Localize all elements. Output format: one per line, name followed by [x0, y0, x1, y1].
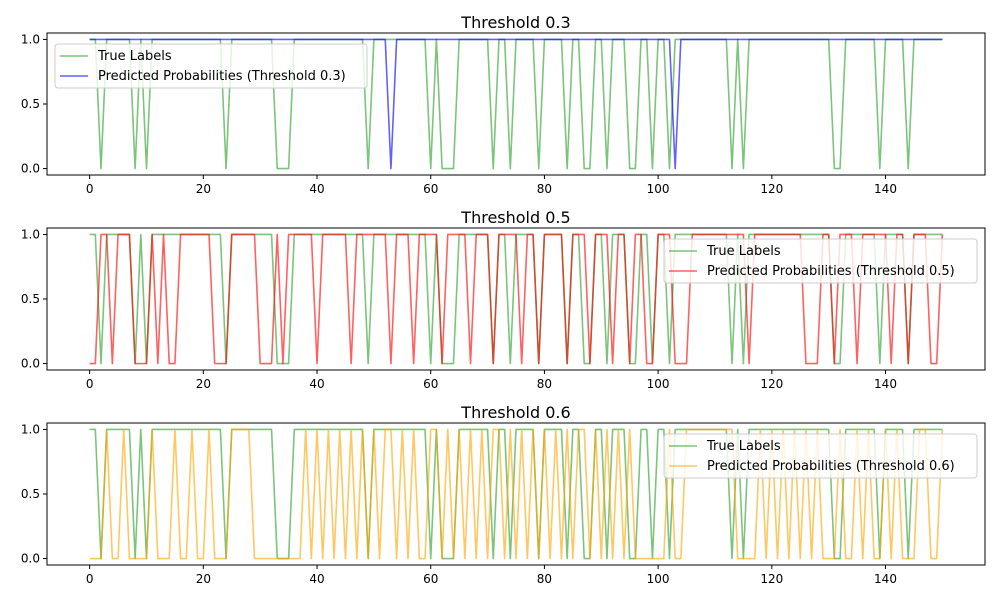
x-tick-label: 140	[874, 572, 897, 586]
x-tick-label: 80	[537, 182, 552, 196]
x-tick-label: 140	[874, 182, 897, 196]
x-tick-label: 100	[647, 572, 670, 586]
legend-label: True Labels	[97, 49, 172, 64]
x-tick-label: 120	[760, 572, 783, 586]
x-tick-label: 120	[760, 182, 783, 196]
x-tick-label: 20	[196, 572, 211, 586]
x-tick-label: 20	[196, 377, 211, 391]
y-tick-label: 1.0	[21, 422, 40, 436]
series-line-2	[89, 428, 944, 560]
chart-title: Threshold 0.6	[460, 403, 570, 422]
x-tick-label: 60	[423, 572, 438, 586]
legend: True Labels Predicted Probabilities (Thre…	[663, 433, 978, 479]
y-tick-label: 0.5	[21, 97, 40, 111]
x-tick-label: 60	[423, 377, 438, 391]
legend: True Labels Predicted Probabilities (Thre…	[663, 238, 978, 284]
legend-label: Predicted Probabilities (Threshold 0.6)	[707, 459, 955, 474]
chart-title: Threshold 0.3	[460, 13, 570, 32]
x-tick-label: 0	[86, 182, 94, 196]
legend-label: True Labels	[706, 439, 781, 454]
x-tick-label: 20	[196, 182, 211, 196]
x-tick-label: 120	[760, 377, 783, 391]
x-tick-label: 140	[874, 377, 897, 391]
legend-box	[663, 433, 978, 479]
x-tick-label: 40	[309, 182, 324, 196]
series-line-2	[89, 38, 943, 170]
x-tick-label: 100	[647, 182, 670, 196]
subplot-3: Threshold 0.6 0 20 40 60 80 100 120 140 0.0 0.5 1.0…	[21, 403, 986, 586]
x-tick-label: 80	[537, 572, 552, 586]
legend-label: Predicted Probabilities (Threshold 0.5)	[707, 264, 955, 279]
legend-box	[54, 43, 368, 89]
y-tick-label: 0.5	[21, 487, 40, 501]
x-tick-label: 40	[309, 572, 324, 586]
series-line-2	[89, 233, 944, 365]
subplot-1: Threshold 0.3 0 20 40 60 80 100 120 140 0.0 0.5 1.0…	[21, 13, 986, 196]
x-tick-label: 0	[86, 377, 94, 391]
legend-label: Predicted Probabilities (Threshold 0.3)	[98, 69, 346, 84]
x-tick-label: 80	[537, 377, 552, 391]
subplot-2: Threshold 0.5 0 20 40 60 80 100 120 140 0.0 0.5 1.0…	[21, 208, 986, 391]
x-tick-label: 0	[86, 572, 94, 586]
legend-box	[663, 238, 978, 284]
y-tick-label: 0.0	[21, 357, 40, 371]
y-tick-label: 0.5	[21, 292, 40, 306]
y-tick-label: 0.0	[21, 552, 40, 566]
x-tick-label: 100	[647, 377, 670, 391]
x-tick-label: 60	[423, 182, 438, 196]
x-tick-label: 40	[309, 377, 324, 391]
chart-title: Threshold 0.5	[460, 208, 570, 227]
legend-label: True Labels	[706, 244, 781, 259]
y-tick-label: 0.0	[21, 162, 40, 176]
legend: True Labels Predicted Probabilities (Thre…	[54, 43, 368, 89]
y-tick-label: 1.0	[21, 32, 40, 46]
y-tick-label: 1.0	[21, 227, 40, 241]
